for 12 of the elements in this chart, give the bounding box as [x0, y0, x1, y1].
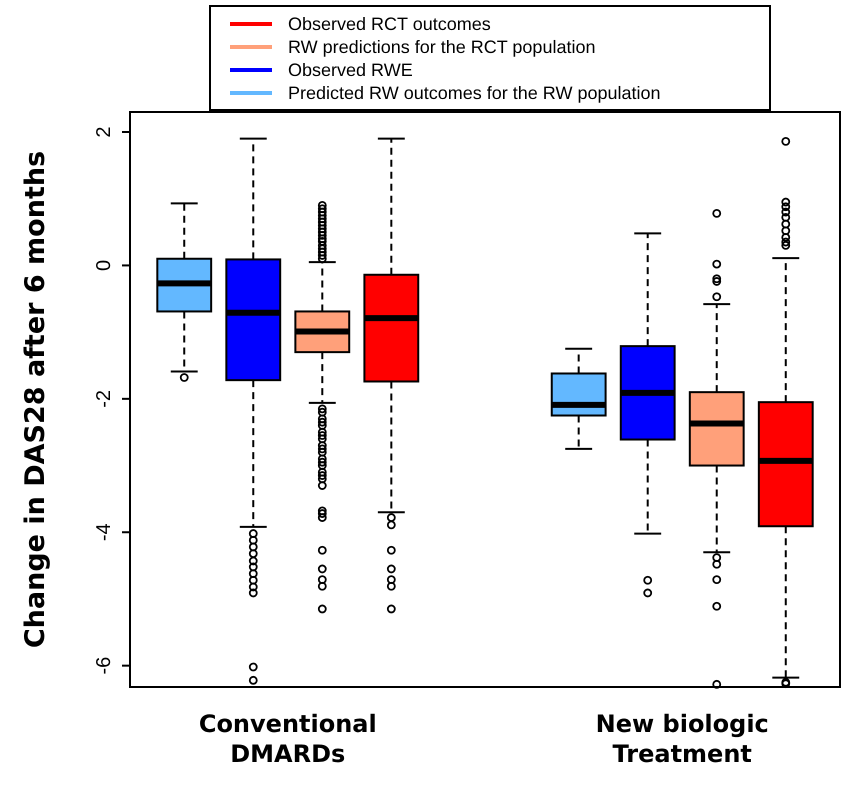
x-tick-label: New biologic Treatment — [596, 710, 769, 768]
y-tick-label: 2 — [93, 126, 115, 138]
legend-label: RW predictions for the RCT population — [288, 37, 596, 57]
y-axis-title: Change in DAS28 after 6 months — [20, 150, 51, 648]
y-tick-label: -6 — [93, 656, 115, 675]
legend-label: Observed RCT outcomes — [288, 14, 491, 34]
y-tick-label: -4 — [93, 523, 115, 542]
x-tick-label: Conventional DMARDs — [198, 710, 377, 768]
y-tick-label: -2 — [93, 390, 115, 408]
y-tick-label: 0 — [93, 260, 115, 271]
legend-label: Observed RWE — [288, 60, 413, 80]
legend-label: Predicted RW outcomes for the RW population — [288, 83, 661, 103]
